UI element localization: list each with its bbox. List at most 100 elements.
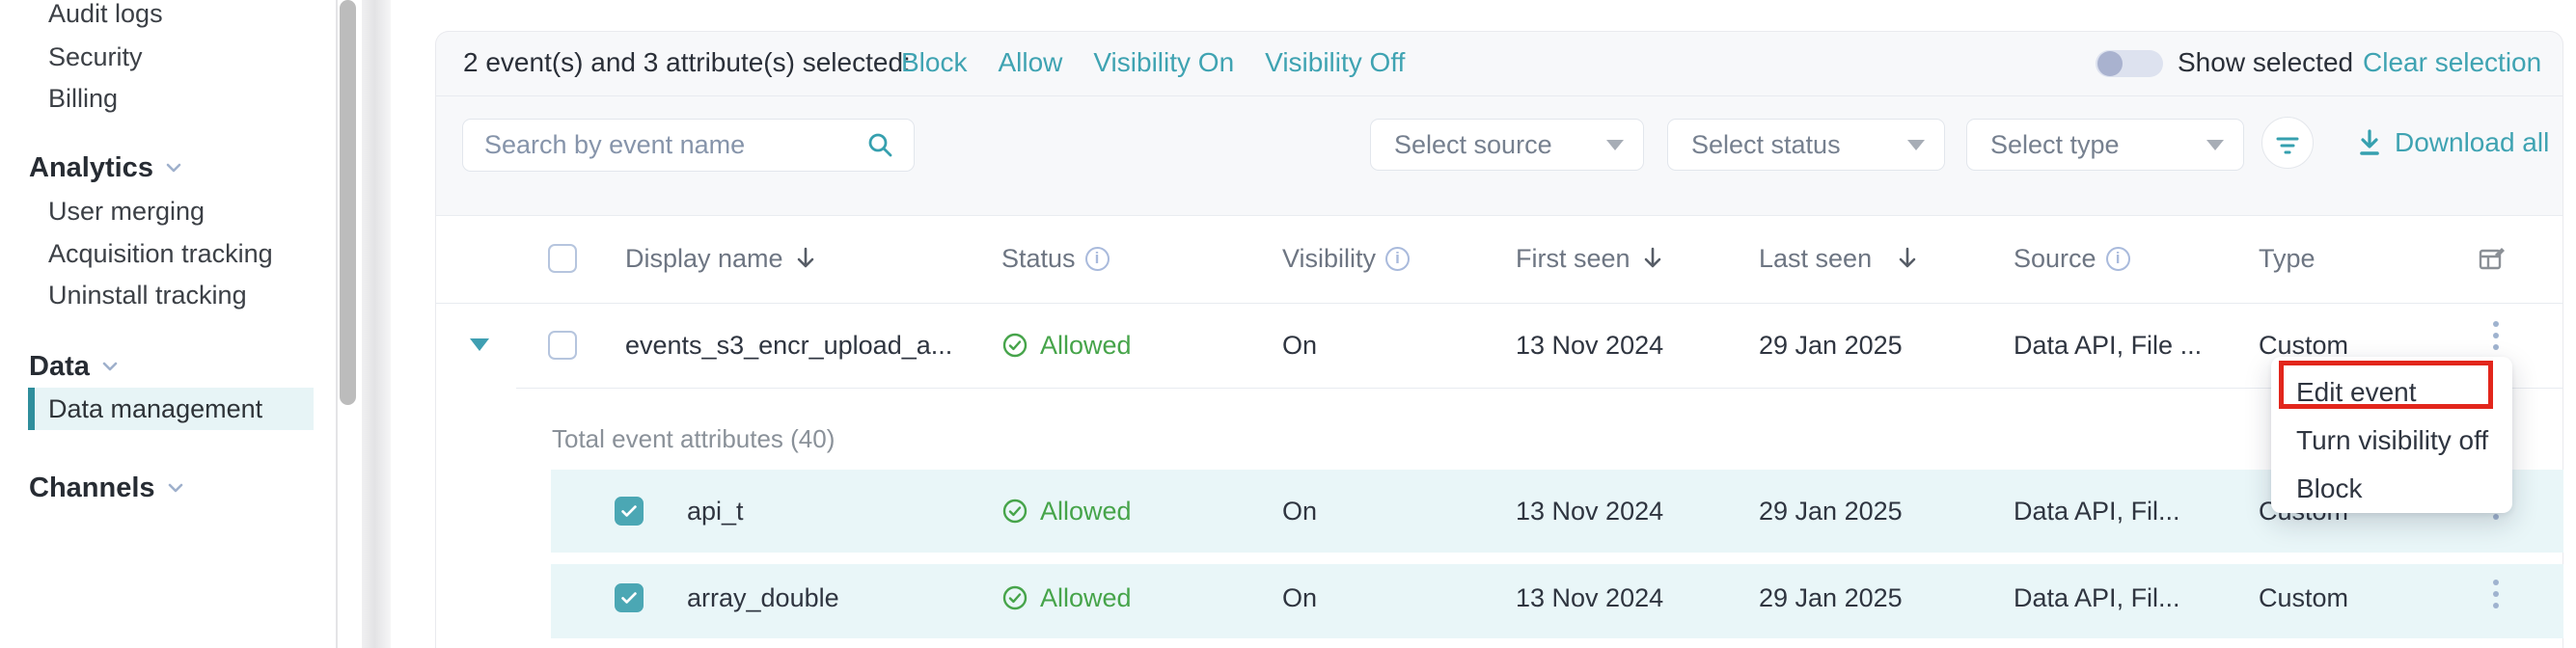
bulk-action-visibility-off[interactable]: Visibility Off — [1265, 47, 1406, 77]
attribute-row-array-double[interactable] — [551, 564, 2563, 638]
sidebar-section-data-label: Data — [29, 351, 90, 382]
event-first-seen-cell: 13 Nov 2024 — [1516, 331, 1664, 360]
bulk-action-visibility-on[interactable]: Visibility On — [1093, 47, 1235, 77]
column-header-first-seen[interactable]: First seen — [1516, 242, 1665, 275]
display-name-header-label: Display name — [625, 244, 783, 273]
sidebar-section-channels-label: Channels — [29, 472, 155, 503]
sort-descending-icon — [1895, 246, 1920, 271]
sidebar-item-audit-logs[interactable]: Audit logs — [48, 0, 163, 28]
event-row-checkbox[interactable] — [548, 331, 577, 360]
menu-item-edit-event[interactable]: Edit event — [2296, 377, 2417, 407]
panel-separator-strip — [362, 0, 391, 648]
column-header-type[interactable]: Type — [2259, 242, 2316, 275]
event-row-divider — [516, 388, 2563, 389]
select-type-dropdown[interactable]: Select type — [1966, 119, 2244, 171]
menu-item-block[interactable]: Block — [2296, 473, 2363, 503]
event-row-menu-button[interactable] — [2489, 321, 2503, 350]
visibility-header-label: Visibility — [1282, 244, 1377, 273]
sidebar-section-analytics[interactable]: Analytics — [29, 153, 184, 182]
status-header-label: Status — [1001, 244, 1076, 273]
search-icon[interactable] — [865, 130, 896, 161]
attribute-status-label: Allowed — [1040, 497, 1132, 526]
sidebar-item-user-merging[interactable]: User merging — [48, 197, 206, 226]
attribute-source-cell: Data API, Fil... — [2014, 583, 2180, 612]
event-last-seen-cell: 29 Jan 2025 — [1759, 331, 1903, 360]
attribute-visibility-cell: On — [1282, 583, 1318, 612]
caret-down-icon — [1907, 139, 1925, 150]
select-type-value: Select type — [1990, 129, 2120, 159]
attribute-first-seen-cell: 13 Nov 2024 — [1516, 583, 1664, 612]
clear-selection-link[interactable]: Clear selection — [2363, 47, 2542, 77]
select-source-dropdown[interactable]: Select source — [1370, 119, 1644, 171]
last-seen-header-label: Last seen — [1759, 244, 1873, 273]
attributes-count-label: Total event attributes (40) — [552, 424, 836, 453]
header-divider — [436, 303, 2562, 304]
sidebar-section-data[interactable]: Data — [29, 352, 121, 381]
column-header-status[interactable]: Status i — [1001, 242, 1110, 275]
attribute-status-label: Allowed — [1040, 583, 1132, 612]
column-header-last-seen[interactable]: Last seen — [1759, 242, 1920, 275]
bulk-actions: Block Allow Visibility On Visibility Off — [901, 46, 1405, 79]
event-name-cell[interactable]: events_s3_encr_upload_a... — [625, 331, 953, 360]
sidebar-section-analytics-label: Analytics — [29, 152, 153, 183]
sidebar-item-acquisition-tracking[interactable]: Acquisition tracking — [48, 239, 273, 268]
menu-item-turn-visibility-off[interactable]: Turn visibility off — [2296, 425, 2489, 455]
column-header-display-name[interactable]: Display name — [625, 242, 818, 275]
event-visibility-cell: On — [1282, 331, 1318, 360]
type-header-label: Type — [2259, 244, 2316, 273]
caret-down-icon — [1606, 139, 1624, 150]
select-source-value: Select source — [1394, 129, 1552, 159]
column-header-visibility[interactable]: Visibility i — [1282, 242, 1411, 275]
attribute-last-seen-cell: 29 Jan 2025 — [1759, 497, 1903, 526]
sidebar-item-data-management-label: Data management — [48, 393, 263, 423]
source-header-label: Source — [2014, 244, 2096, 273]
manage-columns-button[interactable] — [2476, 243, 2508, 276]
attribute-checkbox-array-double[interactable] — [615, 583, 644, 612]
sidebar-item-data-management[interactable]: Data management — [28, 388, 314, 430]
attribute-status-cell: Allowed — [1001, 495, 1132, 527]
allowed-check-icon — [1001, 498, 1028, 525]
selection-summary: 2 event(s) and 3 attribute(s) selected: — [463, 47, 911, 77]
attribute-row-api-t[interactable] — [551, 470, 2563, 553]
show-selected-toggle[interactable] — [2096, 50, 2163, 77]
download-all-button[interactable]: Download all — [2354, 126, 2549, 159]
sidebar-item-security[interactable]: Security — [48, 42, 143, 71]
sidebar-scrollbar-thumb[interactable] — [340, 0, 356, 405]
row-context-menu: Edit event Turn visibility off Block — [2271, 357, 2512, 513]
event-type-cell: Custom — [2259, 331, 2349, 360]
info-icon[interactable]: i — [2105, 246, 2130, 271]
manage-columns-icon — [2476, 243, 2508, 276]
select-status-dropdown[interactable]: Select status — [1667, 119, 1945, 171]
info-icon[interactable]: i — [1084, 246, 1110, 271]
attribute-source-cell: Data API, Fil... — [2014, 497, 2180, 526]
more-filters-button[interactable] — [2261, 117, 2314, 169]
download-all-label: Download all — [2395, 127, 2550, 157]
attribute-checkbox-api-t[interactable] — [615, 497, 644, 526]
sidebar-section-channels[interactable]: Channels — [29, 473, 186, 502]
select-status-value: Select status — [1691, 129, 1841, 159]
attribute-status-cell: Allowed — [1001, 581, 1132, 614]
caret-down-icon — [2206, 139, 2224, 150]
sidebar-item-uninstall-tracking[interactable]: Uninstall tracking — [48, 281, 247, 310]
download-icon — [2354, 127, 2385, 158]
attribute-name-cell: api_t — [687, 497, 744, 526]
search-input[interactable] — [463, 130, 865, 160]
sidebar-item-billing[interactable]: Billing — [48, 84, 119, 113]
attribute-row-menu-button[interactable] — [2489, 580, 2503, 608]
attribute-name-cell: array_double — [687, 583, 839, 612]
bulk-action-allow[interactable]: Allow — [998, 47, 1063, 77]
bulk-action-block[interactable]: Block — [901, 47, 968, 77]
event-search-box — [462, 119, 915, 172]
sort-descending-icon — [793, 246, 818, 271]
sidebar-divider — [336, 0, 338, 648]
select-all-checkbox[interactable] — [548, 244, 577, 273]
sort-descending-icon — [1640, 246, 1665, 271]
info-icon[interactable]: i — [1385, 246, 1411, 271]
filter-icon — [2272, 127, 2303, 158]
chevron-down-icon — [165, 477, 186, 499]
attribute-type-cell: Custom — [2259, 583, 2349, 612]
allowed-check-icon — [1001, 332, 1028, 359]
collapse-row-arrow[interactable] — [470, 338, 489, 351]
column-header-source[interactable]: Source i — [2014, 242, 2130, 275]
